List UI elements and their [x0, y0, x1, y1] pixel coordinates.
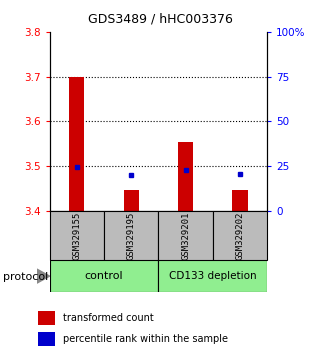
- Bar: [50, 211, 104, 260]
- Text: control: control: [85, 271, 123, 281]
- Text: percentile rank within the sample: percentile rank within the sample: [63, 334, 228, 344]
- Bar: [213, 211, 267, 260]
- Bar: [158, 260, 267, 292]
- Bar: [50, 260, 158, 292]
- Bar: [178, 142, 193, 211]
- Bar: [38, 312, 54, 325]
- Polygon shape: [37, 269, 50, 283]
- Bar: [158, 211, 213, 260]
- Text: GSM329195: GSM329195: [127, 211, 136, 259]
- Bar: [38, 332, 54, 346]
- Bar: [232, 190, 248, 211]
- Text: protocol: protocol: [3, 272, 48, 282]
- Text: GDS3489 / hHC003376: GDS3489 / hHC003376: [88, 12, 232, 25]
- Text: GSM329155: GSM329155: [72, 211, 81, 259]
- Text: transformed count: transformed count: [63, 313, 154, 323]
- Bar: [104, 211, 158, 260]
- Bar: [124, 190, 139, 211]
- Bar: [69, 76, 84, 211]
- Text: GSM329202: GSM329202: [236, 211, 244, 259]
- Text: CD133 depletion: CD133 depletion: [169, 271, 257, 281]
- Text: GSM329201: GSM329201: [181, 211, 190, 259]
